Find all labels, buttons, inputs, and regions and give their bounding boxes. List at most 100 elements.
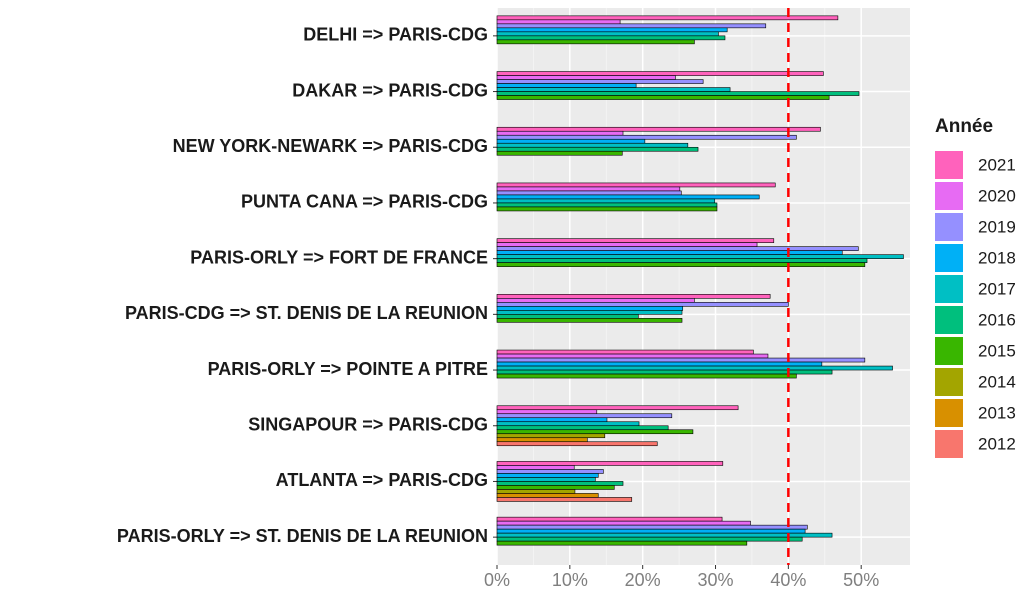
bar <box>496 497 633 502</box>
x-tick-label: 0% <box>484 570 510 590</box>
bar <box>496 361 823 367</box>
bar <box>496 433 606 439</box>
bar <box>496 198 716 204</box>
bar <box>496 421 640 427</box>
legend-key <box>935 275 963 303</box>
legend-label: 2020 <box>978 186 1016 205</box>
bar <box>496 302 789 307</box>
bar <box>496 532 833 538</box>
bar <box>496 349 754 355</box>
bar <box>496 365 893 371</box>
bar <box>496 95 830 100</box>
bar <box>496 441 658 447</box>
legend-key <box>935 244 963 272</box>
bar <box>496 79 704 84</box>
legend-key <box>935 430 963 458</box>
y-tick-label: DELHI => PARIS-CDG <box>303 25 488 45</box>
y-tick-label: ATLANTA => PARIS-CDG <box>276 470 488 490</box>
bar <box>496 130 624 136</box>
bar <box>496 481 624 486</box>
legend-key <box>935 399 963 427</box>
bar <box>496 250 843 255</box>
bar <box>496 150 623 156</box>
bar <box>496 528 806 534</box>
bar <box>496 516 723 522</box>
bar <box>496 126 821 132</box>
bar <box>496 91 860 96</box>
legend-key <box>935 151 963 179</box>
y-tick-label: SINGAPOUR => PARIS-CDG <box>248 415 488 435</box>
legend-label: 2018 <box>978 248 1016 267</box>
bar <box>496 298 695 303</box>
bar <box>496 182 776 188</box>
legend-label: 2012 <box>978 434 1016 453</box>
bar <box>496 473 599 478</box>
bar <box>496 238 775 243</box>
legend-key <box>935 306 963 334</box>
y-tick-label: PARIS-ORLY => FORT DE FRANCE <box>190 247 488 267</box>
bar <box>496 138 646 144</box>
bar <box>496 294 771 299</box>
bar <box>496 15 839 21</box>
bar <box>496 409 598 415</box>
legend-label: 2016 <box>978 310 1016 329</box>
x-tick-label: 30% <box>698 570 734 590</box>
bar <box>496 310 683 315</box>
legend-label: 2014 <box>978 372 1016 391</box>
x-tick-label: 40% <box>770 570 806 590</box>
bar <box>496 190 682 196</box>
legend-key <box>935 368 963 396</box>
bar <box>496 373 797 379</box>
bar <box>496 357 866 363</box>
legend-label: 2021 <box>978 155 1016 174</box>
y-tick-label: PUNTA CANA => PARIS-CDG <box>241 192 488 212</box>
bar <box>496 31 719 37</box>
x-tick-label: 50% <box>843 570 879 590</box>
bar <box>496 83 637 88</box>
bar <box>496 254 904 259</box>
bar <box>496 27 728 33</box>
bar <box>496 477 596 482</box>
bar <box>496 71 824 76</box>
x-tick-label: 10% <box>552 570 588 590</box>
y-tick-label: PARIS-CDG => ST. DENIS DE LA REUNION <box>125 303 488 323</box>
y-tick-label: NEW YORK-NEWARK => PARIS-CDG <box>173 136 488 156</box>
bar <box>496 413 673 419</box>
bar <box>496 258 868 263</box>
bar <box>496 75 676 80</box>
bar <box>496 536 803 542</box>
bar <box>496 39 695 45</box>
bar <box>496 186 681 192</box>
legend-title: Année <box>935 116 993 137</box>
bar <box>496 437 588 443</box>
bar <box>496 142 689 148</box>
y-tick-label: DAKAR => PARIS-CDG <box>292 80 488 100</box>
x-tick-label: 20% <box>625 570 661 590</box>
bar <box>496 524 808 530</box>
bar <box>496 425 669 431</box>
bar <box>496 314 639 319</box>
bar <box>496 19 621 25</box>
bar <box>496 87 731 92</box>
bar <box>496 194 760 200</box>
y-tick-label: PARIS-ORLY => POINTE A PITRE <box>208 359 488 379</box>
bar <box>496 429 694 435</box>
bar <box>496 202 718 208</box>
bar <box>496 540 748 546</box>
legend-label: 2015 <box>978 341 1016 360</box>
legend-label: 2019 <box>978 217 1016 236</box>
legend-key <box>935 213 963 241</box>
bar <box>496 489 576 494</box>
bar <box>496 485 615 490</box>
bar <box>496 417 608 423</box>
legend-label: 2017 <box>978 279 1016 298</box>
y-tick-label: PARIS-ORLY => ST. DENIS DE LA REUNION <box>117 526 488 546</box>
legend-key <box>935 337 963 365</box>
bar <box>496 35 726 41</box>
bar <box>496 134 797 140</box>
legend-label: 2013 <box>978 403 1016 422</box>
bar <box>496 242 758 247</box>
bar <box>496 465 575 470</box>
bar <box>496 469 604 474</box>
bar <box>496 405 739 411</box>
